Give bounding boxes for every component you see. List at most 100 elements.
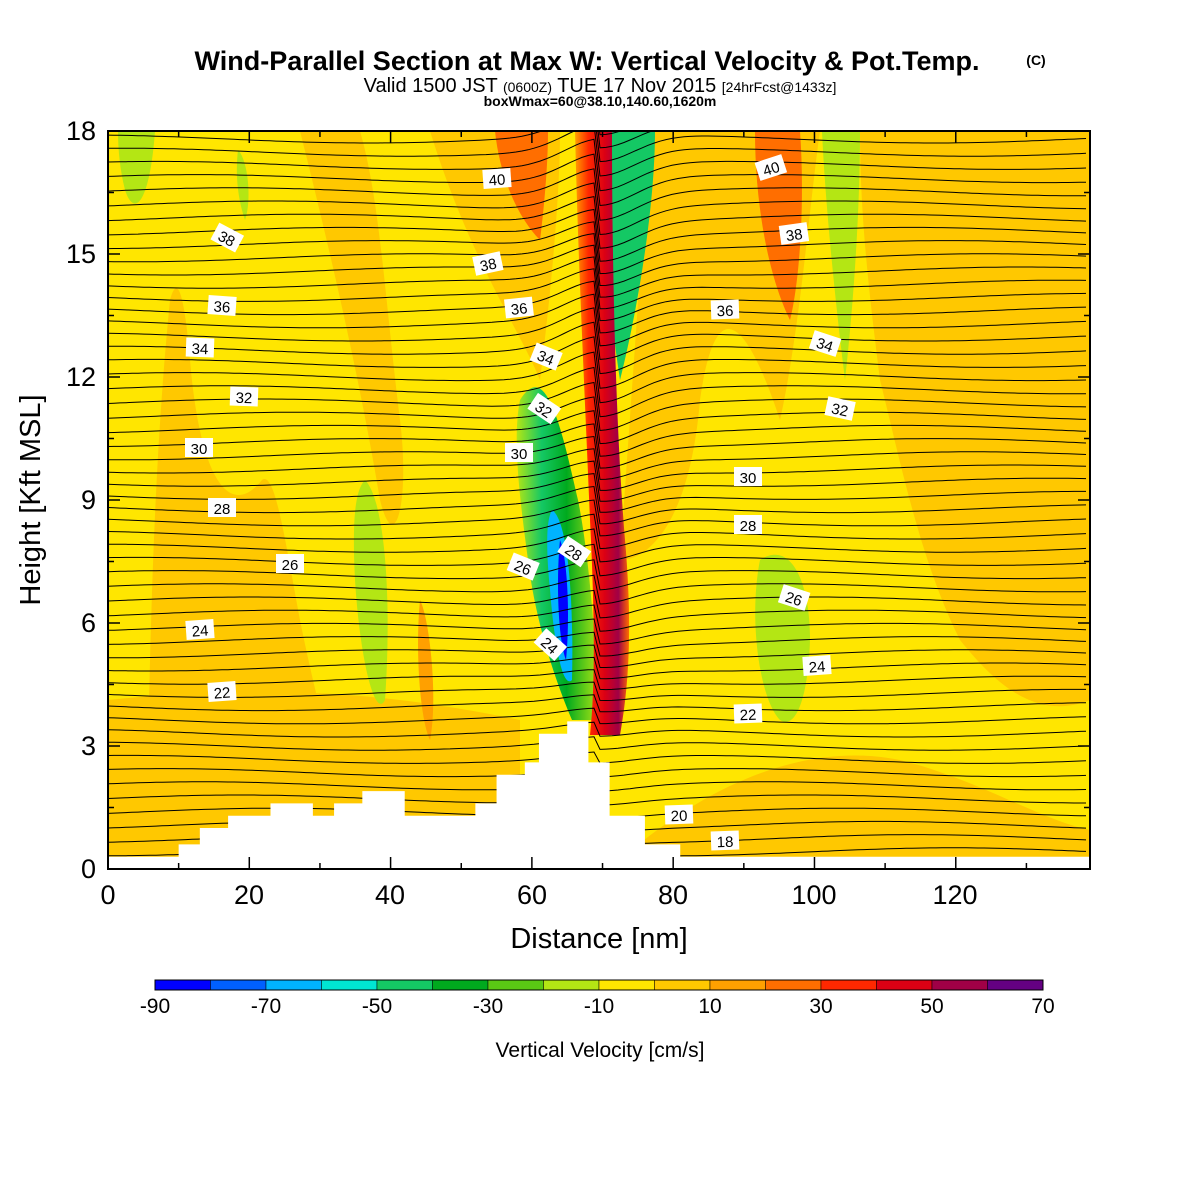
contour-label: 18 — [710, 830, 740, 852]
svg-text:38: 38 — [785, 226, 804, 245]
updraft-core-upper-mid — [495, 131, 548, 240]
colorbar-tick-label: 50 — [920, 995, 943, 1018]
contour-label: 38 — [210, 222, 245, 253]
contour-label: 32 — [824, 396, 856, 421]
isentrope-line — [108, 528, 1087, 563]
isentrope-line — [108, 131, 1087, 177]
isentrope-line — [108, 694, 1086, 713]
terrain — [108, 721, 1090, 869]
updraft-band-far-right — [860, 131, 1090, 707]
x-tick-label: 60 — [517, 880, 547, 910]
contour-label: 26 — [777, 584, 811, 611]
colorbar-tick-label: 70 — [1031, 995, 1054, 1018]
x-tick-label: 40 — [375, 880, 405, 910]
contour-label: 28 — [208, 498, 236, 518]
subtitle-valid: Valid 1500 JST — [364, 75, 498, 97]
isentrope-line — [108, 559, 1087, 591]
x-tick-label: 0 — [100, 880, 115, 910]
y-tick-label: 0 — [81, 854, 96, 884]
isentrope-line — [108, 423, 1087, 469]
contour-label: 22 — [207, 681, 237, 703]
contour-label: 34 — [529, 342, 563, 371]
colorbar-bin — [987, 979, 1044, 991]
isentrope-line — [108, 543, 1087, 577]
isentrope-line — [108, 351, 1087, 404]
colorbar-bin — [543, 979, 600, 991]
isentrope-line — [108, 669, 1087, 691]
isentrope-line — [108, 381, 1087, 432]
isentrope-line — [108, 307, 1087, 360]
chart-subtitle: Valid 1500 JST (0600Z) TUE 17 Nov 2015 [… — [364, 75, 837, 97]
box-info: boxWmax=60@38.10,140.60,1620m — [484, 93, 717, 109]
isentrope-line — [108, 182, 1087, 236]
isentrope-line — [108, 244, 1087, 298]
y-tick-label: 18 — [66, 116, 96, 146]
plot-area — [108, 131, 1090, 869]
isentrope-line — [108, 589, 1087, 619]
svg-text:28: 28 — [740, 518, 757, 535]
isentrope-line — [108, 460, 1087, 502]
subtitle-date: TUE 17 Nov 2015 — [557, 75, 716, 97]
isentrope-line — [108, 681, 1086, 702]
svg-text:34: 34 — [814, 335, 835, 356]
colorbar-bins — [154, 979, 1044, 991]
isentrope-line — [108, 396, 1087, 445]
svg-text:32: 32 — [235, 390, 252, 408]
contour-label: 38 — [472, 251, 504, 276]
x-tick-label: 20 — [234, 880, 264, 910]
colorbar-bin — [210, 979, 267, 991]
y-tick-label: 9 — [81, 485, 96, 515]
colorbar-frame — [154, 979, 1044, 991]
y-axis-label: Height [Kft MSL] — [15, 394, 47, 605]
isentrope-line — [108, 321, 1087, 375]
x-tick-label: 120 — [932, 880, 977, 910]
isentrope-line — [108, 604, 1087, 632]
colorbar-bin — [820, 979, 877, 991]
contour-label: 24 — [802, 655, 832, 677]
svg-text:22: 22 — [739, 707, 756, 725]
isentrope-line — [108, 721, 1087, 738]
isentrope-line — [108, 448, 1087, 491]
colorbar-tick-label: -50 — [362, 995, 392, 1018]
isentrope-line — [108, 138, 1087, 192]
svg-text:24: 24 — [808, 658, 826, 676]
downdraft-left-mid — [236, 150, 249, 220]
svg-text:26: 26 — [282, 557, 299, 574]
isentrope-line — [108, 736, 1087, 751]
contour-label: 30 — [505, 443, 533, 463]
isentrope-line — [108, 208, 1087, 262]
contour-label: 36 — [504, 296, 534, 319]
downdraft-wave-min — [558, 540, 568, 660]
colorbar-bin — [654, 979, 711, 991]
contour-label: 30 — [185, 438, 213, 458]
colorbar-bin — [487, 979, 544, 991]
colorbar-bin — [432, 979, 489, 991]
y-tick-marks — [108, 130, 1090, 870]
x-axis: 0 20 40 60 80 100 120 Distance [nm] — [100, 131, 1028, 955]
contour-label: 24 — [185, 619, 215, 641]
colorbar-tick-label: -30 — [473, 995, 503, 1018]
isentrope-line — [108, 293, 1087, 347]
colorbar-bin — [765, 979, 822, 991]
colorbar-tick-label: -10 — [584, 995, 614, 1018]
isentrope-line — [108, 256, 1087, 310]
svg-text:18: 18 — [716, 834, 733, 852]
isentrope-line — [108, 618, 1087, 645]
isentrope-line — [108, 631, 1087, 657]
contour-label: 34 — [808, 330, 842, 357]
title-block: Wind-Parallel Section at Max W: Vertical… — [195, 46, 1046, 109]
svg-text:20: 20 — [670, 808, 687, 826]
svg-text:34: 34 — [535, 347, 557, 369]
colorbar-bin — [709, 979, 766, 991]
isentrope-line — [108, 280, 1087, 334]
svg-text:30: 30 — [740, 470, 757, 487]
isentrope-line — [108, 751, 1087, 764]
contour-label: 26 — [506, 552, 540, 581]
svg-text:40: 40 — [488, 171, 506, 189]
svg-text:28: 28 — [561, 542, 584, 565]
svg-text:30: 30 — [191, 441, 208, 458]
y-tick-label: 6 — [81, 608, 96, 638]
contour-label: 36 — [710, 299, 740, 320]
colorbar-bin — [376, 979, 433, 991]
